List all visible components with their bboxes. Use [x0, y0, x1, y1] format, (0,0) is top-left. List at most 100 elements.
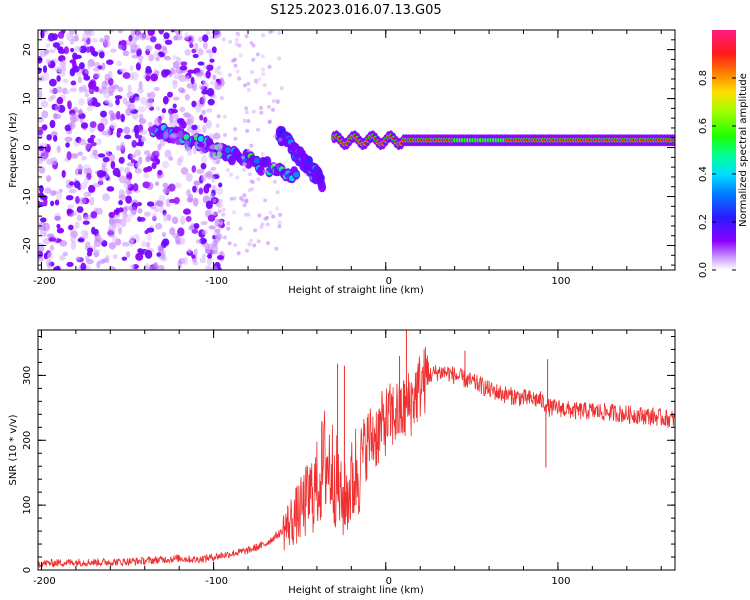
snr-series-line — [38, 346, 675, 569]
spectrogram-cell — [205, 70, 211, 79]
spectrogram-cell — [66, 208, 73, 215]
spectrogram-cell — [158, 52, 164, 57]
spectrogram-cell — [210, 210, 218, 216]
spectrogram-cell — [154, 43, 162, 50]
spectrogram-cell — [83, 88, 89, 94]
spectrogram-cell — [85, 241, 91, 250]
spectrogram-cell — [216, 114, 221, 119]
spectrogram-cell — [74, 46, 82, 52]
spectrogram-cell — [219, 77, 224, 82]
spectrogram-cell — [201, 89, 209, 95]
spectrogram-cell — [50, 157, 58, 166]
spectrogram-cell — [260, 54, 265, 59]
spectrogram-cell — [208, 50, 214, 59]
spectrogram-cell — [76, 206, 84, 214]
spectrogram-cell — [236, 251, 241, 256]
spectrogram-cell — [130, 158, 136, 164]
spectrogram-cell — [59, 254, 66, 261]
spectrogram-cell — [46, 259, 52, 268]
spectrogram-cell — [246, 119, 251, 123]
spectrogram-cell — [92, 183, 101, 188]
spectrogram-cell — [61, 169, 66, 178]
colorbar: 0.0 0.2 0.4 0.6 0.8 Normalized spectral ampl… — [698, 30, 749, 278]
spectrogram-cell — [318, 182, 327, 193]
spectrogram-cell — [153, 86, 160, 92]
spectrogram-cell — [80, 262, 87, 270]
spectrogram-cell — [221, 37, 226, 42]
spectrogram-cell — [84, 142, 90, 152]
spectrogram-cell — [173, 74, 181, 80]
spectrogram-cell — [224, 147, 231, 154]
spectrogram-cell — [130, 206, 137, 216]
spectrogram-cell — [277, 224, 282, 229]
spectrogram-cell — [202, 254, 207, 259]
spectrogram-cell — [75, 256, 81, 261]
spectrogram-cell — [108, 30, 115, 33]
spectrogram-cell — [112, 253, 118, 260]
spectrogram-cell — [226, 226, 231, 231]
spectrogram-cell — [142, 181, 150, 189]
spectrogram-cell — [145, 241, 151, 248]
spectrogram-cell — [106, 186, 115, 192]
spectrogram-cell — [115, 218, 122, 224]
colorbar-ticks: 0.0 0.2 0.4 0.6 0.8 — [698, 70, 736, 278]
spectrogram-cell — [202, 64, 208, 70]
spectrogram-cell — [87, 61, 92, 70]
spectrogram-cell — [228, 39, 233, 44]
spectrogram-cell — [257, 77, 262, 82]
spectrogram-cell — [60, 59, 66, 68]
spectrogram-cell — [90, 142, 97, 147]
spectrogram-cell — [49, 49, 56, 54]
spectrogram-cell — [92, 51, 99, 57]
spectrogram-cell — [217, 151, 222, 156]
spectrogram-cell — [147, 30, 155, 36]
spectrogram-cell — [237, 76, 242, 81]
spectrogram-cell — [235, 69, 240, 74]
spectrogram-cell — [126, 91, 134, 99]
spectrogram-cell — [199, 257, 206, 264]
spectrogram-cell — [162, 187, 170, 194]
spectrogram-cell — [77, 151, 84, 156]
spectrogram-cell — [184, 32, 189, 41]
spectrogram-cell — [69, 112, 76, 121]
spectrogram-cell — [241, 155, 246, 160]
spectrogram-cell — [166, 214, 172, 221]
spectrogram-cell — [43, 252, 49, 260]
spectrogram-cell — [122, 72, 131, 79]
spectrogram-cell — [42, 65, 48, 74]
spectrogram-cell — [199, 237, 207, 244]
spectrogram-cell — [179, 106, 186, 113]
spectrogram-cell — [116, 60, 122, 67]
spectrogram-cell — [244, 34, 249, 39]
spectrogram-cell — [118, 189, 126, 198]
spectrogram-cell — [251, 57, 256, 62]
spectrogram-cell — [243, 162, 247, 167]
spectrogram-cell — [73, 180, 81, 189]
spectrogram-cell — [277, 31, 282, 35]
colorbar-tick-label: 0.2 — [698, 214, 709, 230]
spectrogram-cell — [93, 72, 101, 79]
spectrogram-cell — [262, 83, 267, 88]
spectrogram-cell — [95, 207, 103, 215]
spectrogram-cell — [255, 52, 260, 57]
spectrogram-cell — [116, 110, 121, 120]
spectrogram-cell — [101, 80, 108, 90]
spectrogram-cell — [179, 65, 188, 71]
x-tick-label: 0 — [386, 276, 392, 287]
y-tick-label: -20 — [22, 237, 33, 253]
spectrogram-cell — [211, 46, 217, 54]
spectrogram-cell — [41, 110, 49, 119]
spectrogram-cell — [65, 195, 74, 201]
spectrogram-cell — [277, 56, 282, 61]
spectrogram-cell — [175, 56, 182, 66]
spectrogram-cell — [212, 239, 218, 247]
spectrogram-cell — [148, 54, 154, 62]
spectrogram-cell — [120, 113, 125, 123]
colorbar-tick-label: 0.0 — [698, 262, 709, 278]
spectrogram-cell — [134, 168, 143, 174]
spectrogram-cell — [268, 210, 273, 215]
spectrogram-cell — [254, 80, 259, 85]
spectrogram-cell — [83, 168, 89, 175]
spectrogram-cell — [164, 149, 172, 158]
spectrogram-cell — [138, 156, 143, 165]
